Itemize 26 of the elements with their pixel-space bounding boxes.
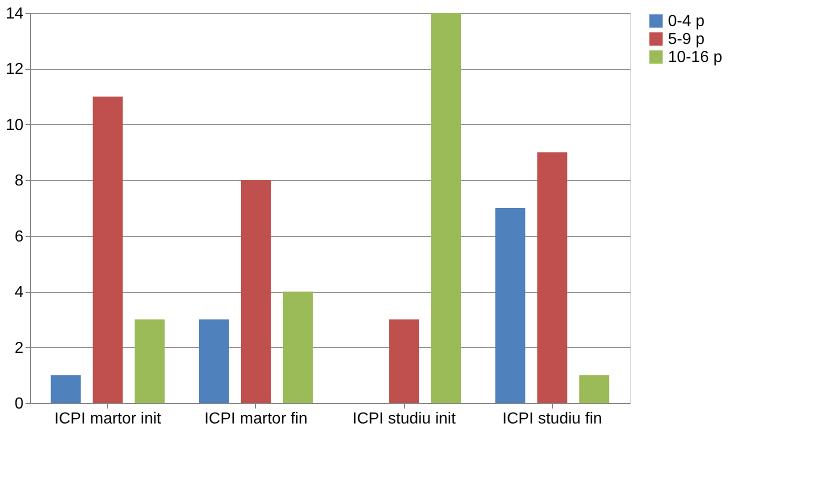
bar: [134, 319, 165, 403]
x-tick-label: ICPI studiu fin: [502, 410, 602, 428]
bar: [50, 375, 81, 403]
y-tick-label: 6: [14, 228, 24, 246]
y-tick-label: 12: [6, 61, 24, 78]
legend-label: 5-9 p: [668, 31, 705, 48]
x-tick-label: ICPI martor fin: [204, 410, 308, 428]
bar: [495, 208, 526, 403]
bar: [198, 319, 229, 403]
y-tick-label: 0: [14, 396, 24, 412]
bar: [431, 13, 462, 403]
x-tick-label: ICPI martor init: [54, 410, 162, 428]
y-tick-label: 14: [6, 6, 24, 22]
y-tick-label: 4: [14, 284, 24, 302]
y-tick-label: 8: [14, 172, 24, 190]
bar: [92, 96, 123, 403]
bar: [240, 180, 271, 403]
legend-label: 10-16 p: [668, 49, 722, 66]
legend-label: 0-4 p: [668, 13, 705, 30]
x-tick-label: ICPI studiu init: [352, 410, 456, 428]
y-tick-label: 10: [6, 116, 24, 134]
bar: [537, 152, 568, 403]
bar: [389, 319, 420, 403]
bar: [579, 375, 610, 403]
y-tick-label: 2: [14, 340, 24, 357]
bar: [282, 292, 313, 403]
